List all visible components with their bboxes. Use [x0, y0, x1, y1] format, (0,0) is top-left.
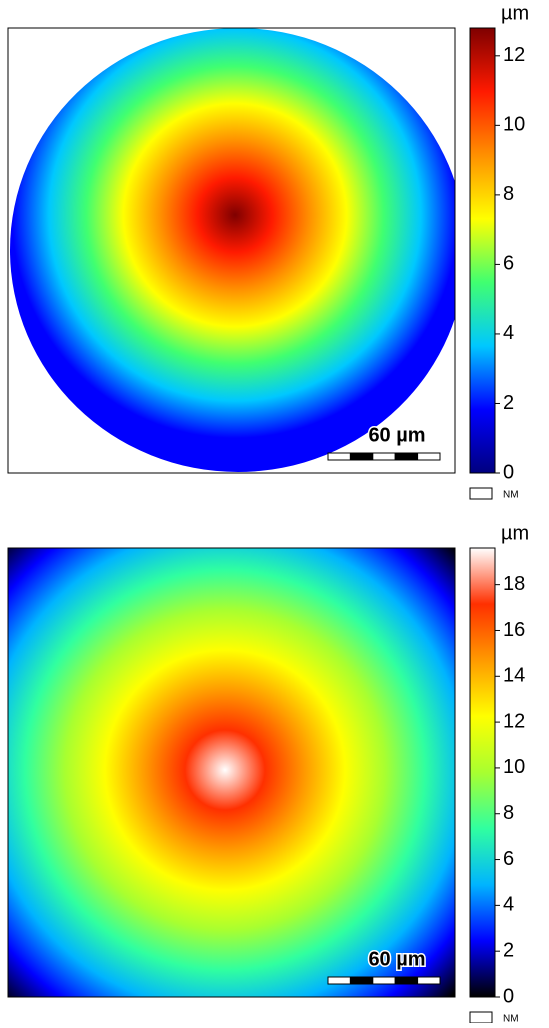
scale-bar-segment: [327, 976, 351, 985]
colorbar-tick-label: 6: [503, 253, 514, 275]
colorbar-tick-label: 10: [503, 756, 525, 778]
colorbar-unit: µm: [501, 522, 529, 544]
height-map: [10, 28, 455, 472]
scale-bar-label: 60 µm: [368, 948, 425, 970]
missing-label: NM: [503, 490, 519, 501]
colorbar-tick-label: 8: [503, 183, 514, 205]
image-frame: [7, 27, 456, 474]
colorbar-tick-label: 4: [503, 894, 514, 916]
colorbar-tick-label: 14: [503, 665, 525, 687]
height-map-surface: [10, 28, 455, 472]
colorbar-tick-label: 0: [503, 461, 514, 483]
missing-swatch: [469, 1011, 493, 1024]
colorbar-tick-label: 6: [503, 848, 514, 870]
colorbar-tick-label: 10: [503, 114, 525, 136]
colorbar-unit: µm: [501, 2, 529, 24]
colorbar-tick-label: 2: [503, 939, 514, 961]
colorbar-tick-label: 2: [503, 392, 514, 414]
scale-bar-segment: [372, 452, 396, 461]
colorbar-tick-label: 0: [503, 985, 514, 1007]
height-map: [8, 548, 455, 997]
missing-swatch: [469, 487, 493, 500]
colorbar: [469, 27, 496, 474]
height-map-surface: [8, 548, 455, 997]
image-frame: [7, 547, 456, 998]
scale-bar-label: 60 µm: [368, 424, 425, 446]
scale-bar-segment: [327, 452, 351, 461]
colorbar-tick-label: 12: [503, 44, 525, 66]
scale-bar-segment: [417, 452, 441, 461]
scale-bar-segment: [394, 976, 419, 985]
scale-bar-segment: [394, 452, 419, 461]
missing-label: NM: [503, 1014, 519, 1023]
colorbar-tick-label: 18: [503, 573, 525, 595]
colorbar: [469, 547, 496, 998]
scale-bar-segment: [349, 976, 374, 985]
scale-bar-segment: [417, 976, 441, 985]
colorbar-tick-label: 12: [503, 710, 525, 732]
scale-bar-segment: [349, 452, 374, 461]
scale-bar-segment: [372, 976, 396, 985]
colorbar-tick-label: 4: [503, 322, 514, 344]
colorbar-tick-label: 8: [503, 802, 514, 824]
colorbar-tick-label: 16: [503, 619, 525, 641]
